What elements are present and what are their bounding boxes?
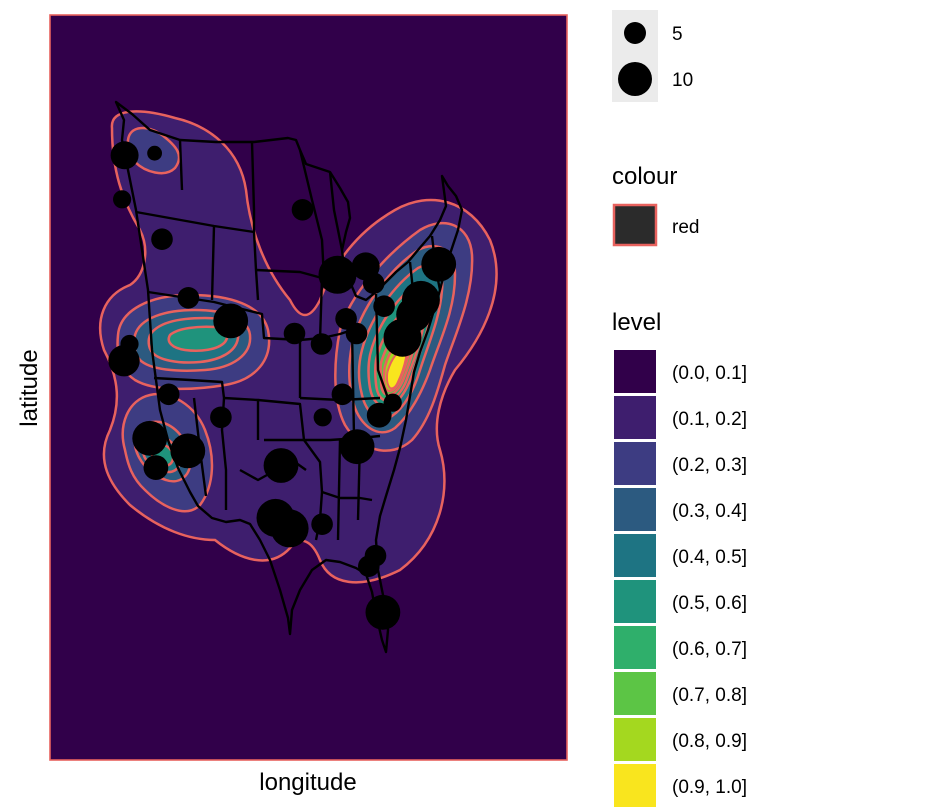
level-legend-title: level <box>612 309 661 336</box>
state-border <box>210 225 216 301</box>
state-border <box>147 290 302 398</box>
plot-panel-border <box>49 14 568 761</box>
us-outline-path <box>114 100 464 654</box>
city-point <box>313 408 332 427</box>
city-point <box>213 303 249 339</box>
state-border <box>318 277 324 341</box>
state-border <box>298 149 326 279</box>
level-legend-label: (0.5, 0.6] <box>672 593 747 614</box>
city-point <box>110 141 139 170</box>
level-legend-key <box>614 396 656 439</box>
level-legend-label: (0.9, 1.0] <box>672 777 747 798</box>
city-point <box>365 594 401 630</box>
y-axis-title: latitude <box>16 349 43 426</box>
city-point <box>177 287 200 309</box>
size-legend-label-5: 5 <box>672 24 683 45</box>
level-legend-label: (0.8, 0.9] <box>672 731 747 752</box>
city-point <box>263 448 299 483</box>
city-point <box>362 272 385 295</box>
level-legend-label: (0.1, 0.2] <box>672 409 747 430</box>
level-legend-key <box>614 488 656 531</box>
size-legend-key-10 <box>618 62 652 96</box>
size-legend-key-5 <box>624 22 646 44</box>
density-contour-layer <box>99 100 498 654</box>
colour-legend-title: colour <box>612 163 677 190</box>
city-point <box>157 383 180 406</box>
city-point <box>132 420 168 456</box>
level-legend-key <box>614 534 656 577</box>
city-point <box>291 199 314 221</box>
city-point <box>373 295 395 318</box>
city-point <box>310 333 333 355</box>
colour-legend: colour red <box>612 163 699 247</box>
level-legend-key <box>614 672 656 715</box>
x-axis-title: longitude <box>259 769 356 796</box>
size-legend-label-10: 10 <box>672 70 693 91</box>
city-point <box>318 255 357 294</box>
state-border <box>336 439 342 541</box>
city-point <box>108 345 140 377</box>
city-points-layer <box>108 141 457 630</box>
city-point <box>335 308 357 330</box>
city-point <box>364 544 387 567</box>
city-point <box>331 383 354 406</box>
colour-legend-label-red: red <box>672 217 699 238</box>
colour-legend-key-red <box>612 203 658 247</box>
city-point <box>113 190 132 209</box>
level-legend-label: (0.3, 0.4] <box>672 501 747 522</box>
city-point <box>401 280 440 319</box>
level-legend-key <box>614 764 656 807</box>
size-legend: 5 10 <box>612 10 693 102</box>
state-border <box>350 329 356 437</box>
city-point <box>170 433 206 469</box>
city-point <box>421 246 457 282</box>
level-legend-key <box>614 350 656 393</box>
state-border <box>328 171 344 251</box>
level-legend-key <box>614 626 656 669</box>
state-border <box>321 490 373 502</box>
level-legend-label: (0.0, 0.1] <box>672 363 747 384</box>
city-point <box>147 145 163 161</box>
city-point <box>366 402 392 428</box>
city-point <box>120 334 139 354</box>
city-point <box>311 513 333 535</box>
state-border <box>178 139 184 191</box>
level-legend: level (0.0, 0.1] (0.1, 0.2] (0.2, 0.3] (0.3… <box>612 309 747 807</box>
level-legend-label: (0.4, 0.5] <box>672 547 747 568</box>
city-point <box>151 228 173 250</box>
level-legend-label: (0.2, 0.3] <box>672 455 747 476</box>
city-point <box>392 316 418 342</box>
city-point <box>270 509 309 548</box>
level-legend-key <box>614 442 656 485</box>
city-point <box>339 429 375 465</box>
level-legend-label: (0.7, 0.8] <box>672 685 747 706</box>
city-point <box>143 455 169 480</box>
state-border <box>250 141 256 232</box>
level-legend-key <box>614 580 656 623</box>
city-point <box>283 322 306 345</box>
level-legend-key <box>614 718 656 761</box>
level-legend-label: (0.6, 0.7] <box>672 639 747 660</box>
city-point <box>210 406 232 429</box>
state-border <box>374 293 392 405</box>
level-legend-keys: (0.0, 0.1] (0.1, 0.2] (0.2, 0.3] (0.3, 0.4]… <box>614 350 747 807</box>
state-border <box>223 396 260 440</box>
